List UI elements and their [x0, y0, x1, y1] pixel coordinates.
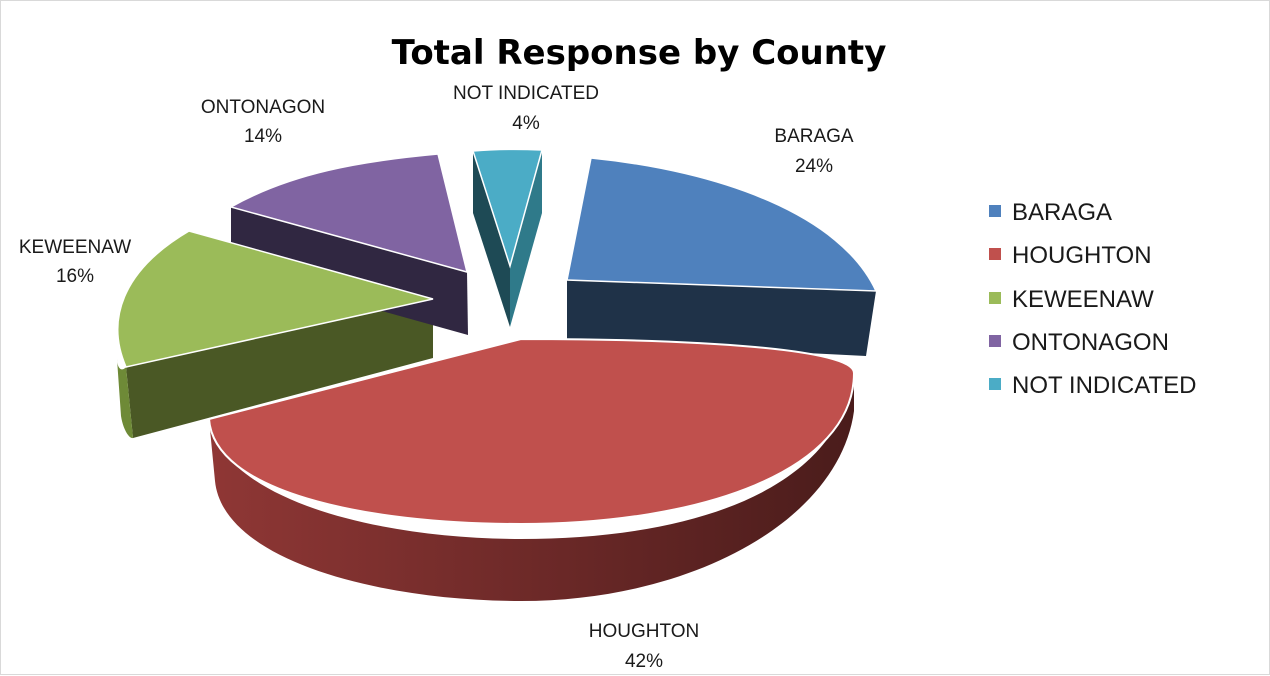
- slice-side-keweenaw: [126, 299, 433, 438]
- slice-side-not-indicated: [473, 151, 510, 327]
- legend-swatch-keweenaw: [989, 292, 1001, 304]
- slice-keweenaw: [117, 230, 434, 368]
- legend-item-baraga: BARAGA: [1012, 199, 1112, 226]
- data-labels: BARAGA 24% HOUGHTON 42% KEWEENAW 16% ONT…: [19, 83, 854, 672]
- chart-title: Total Response by County: [392, 33, 887, 73]
- legend-item-keweenaw: KEWEENAW: [1012, 286, 1154, 313]
- legend: BARAGA HOUGHTON KEWEENAW ONTONAGON NOT I…: [989, 199, 1196, 399]
- slice-ontonagon: [229, 153, 469, 274]
- slice-tops: [117, 148, 878, 526]
- slice-side-houghton: [209, 373, 854, 601]
- data-label-houghton-name: HOUGHTON: [589, 621, 699, 642]
- slice-side-keweenaw-rim: [117, 359, 133, 439]
- slice-side-baraga: [567, 280, 876, 356]
- slice-side-not-indicated-right: [510, 150, 542, 327]
- data-label-ontonagon-name: ONTONAGON: [201, 97, 325, 118]
- legend-swatch-not-indicated: [989, 378, 1001, 390]
- data-label-baraga-name: BARAGA: [774, 126, 854, 147]
- data-label-not-indicated-name: NOT INDICATED: [453, 83, 599, 104]
- data-label-baraga-pct: 24%: [795, 156, 833, 177]
- legend-item-ontonagon: ONTONAGON: [1012, 329, 1169, 356]
- legend-swatch-houghton: [989, 248, 1001, 260]
- legend-item-not-indicated: NOT INDICATED: [1012, 372, 1196, 399]
- data-label-houghton-pct: 42%: [625, 651, 663, 672]
- data-label-ontonagon-pct: 14%: [244, 126, 282, 147]
- legend-item-houghton: HOUGHTON: [1012, 242, 1152, 269]
- legend-swatch-ontonagon: [989, 335, 1001, 347]
- slice-houghton: [207, 337, 856, 526]
- legend-swatch-baraga: [989, 205, 1001, 217]
- slice-not-indicated: [471, 148, 543, 269]
- slice-baraga: [566, 157, 878, 292]
- data-label-keweenaw-name: KEWEENAW: [19, 237, 131, 258]
- data-label-keweenaw-pct: 16%: [56, 266, 94, 287]
- data-label-not-indicated-pct: 4%: [512, 113, 540, 134]
